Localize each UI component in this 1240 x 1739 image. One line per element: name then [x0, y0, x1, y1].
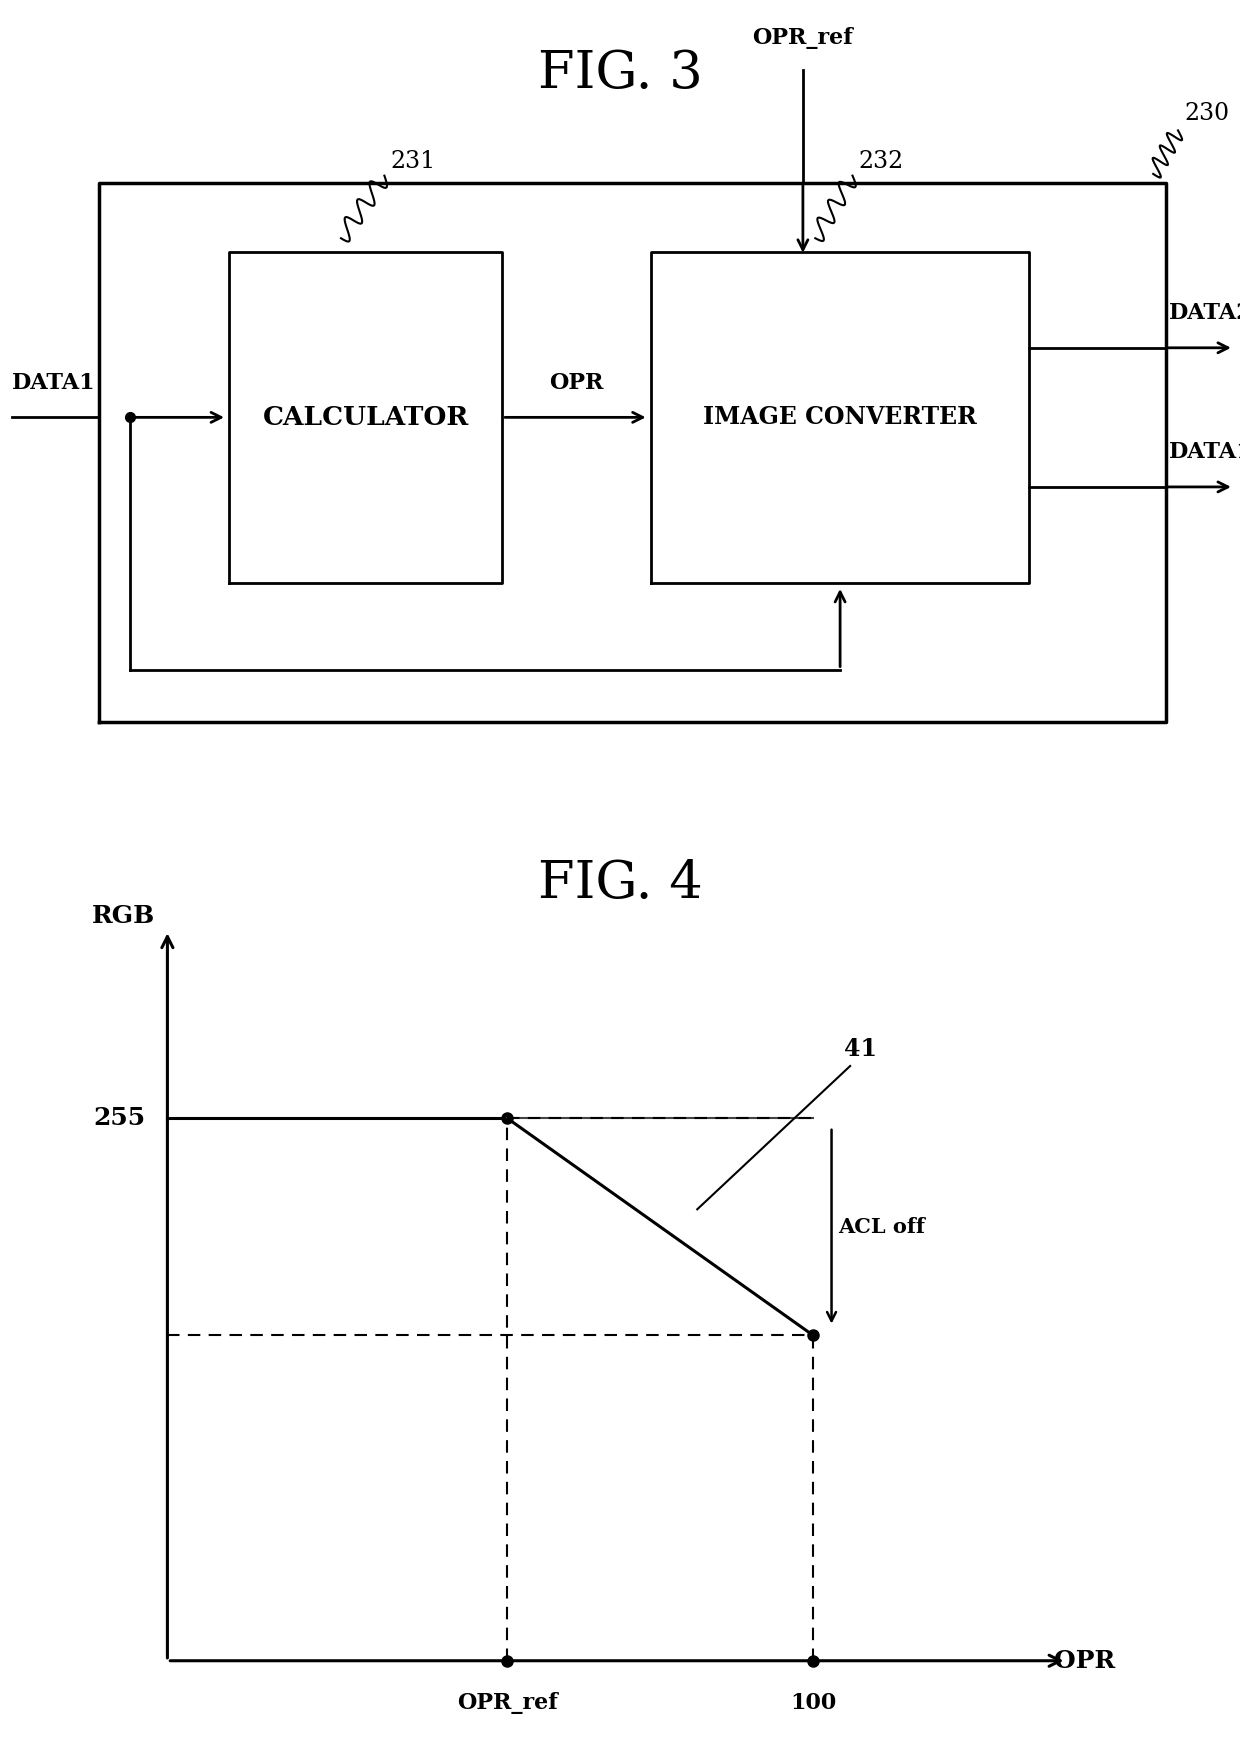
Text: FIG. 3: FIG. 3 — [538, 47, 702, 99]
Text: 255: 255 — [93, 1106, 145, 1130]
Text: ACL off: ACL off — [838, 1217, 925, 1236]
Text: OPR_ref: OPR_ref — [753, 26, 853, 49]
Text: CALCULATOR: CALCULATOR — [263, 405, 469, 430]
Text: DATA2: DATA2 — [1169, 303, 1240, 323]
Text: OPR_ref: OPR_ref — [456, 1692, 558, 1715]
Text: 100: 100 — [790, 1692, 836, 1715]
Text: 232: 232 — [858, 150, 904, 174]
Text: 41: 41 — [844, 1036, 877, 1061]
Text: RGB: RGB — [92, 904, 155, 929]
Text: OPR: OPR — [1054, 1649, 1116, 1673]
Text: 231: 231 — [391, 150, 435, 174]
Text: FIG. 4: FIG. 4 — [538, 857, 702, 909]
Text: OPR: OPR — [549, 372, 604, 393]
Text: 230: 230 — [1184, 101, 1229, 125]
Text: DATA1: DATA1 — [1169, 442, 1240, 463]
Text: IMAGE CONVERTER: IMAGE CONVERTER — [703, 405, 977, 430]
Text: DATA1: DATA1 — [12, 372, 95, 393]
